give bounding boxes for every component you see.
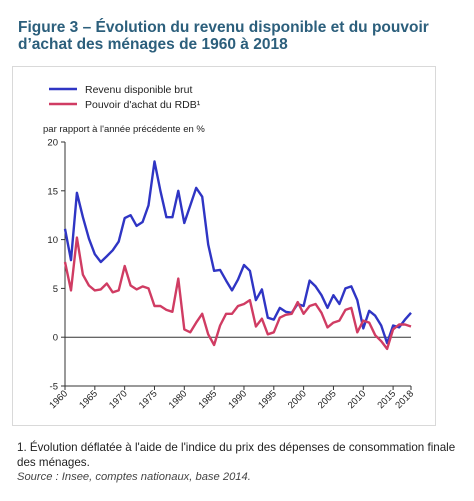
figure-title: Figure 3 – Évolution du revenu disponibl… <box>18 19 429 53</box>
x-tick-label: 2005 <box>316 388 339 411</box>
x-tick-label: 1995 <box>256 388 279 411</box>
x-tick-label: 2010 <box>346 388 369 411</box>
y-axis: -5 0 5 10 15 20 <box>47 138 65 393</box>
legend-label-series-1: Revenu disponible brut <box>85 84 192 96</box>
series-lines <box>63 160 412 351</box>
series-line-2 <box>63 236 412 351</box>
line-chart: Revenu disponible brut Pouvoir d'achat d… <box>43 84 416 411</box>
x-tick-label: 1985 <box>197 388 220 411</box>
x-tick-label: 1980 <box>167 388 190 411</box>
x-tick-label: 2015 <box>375 388 398 411</box>
x-tick-label: 1975 <box>137 388 160 411</box>
x-tick-label: 1990 <box>226 388 249 411</box>
source-note: Source : Insee, comptes nationaux, base … <box>17 471 251 483</box>
x-tick-label: 1965 <box>77 388 100 411</box>
y-tick-label: 10 <box>47 235 58 246</box>
footnote: 1. Évolution déflatée à l'aide de l'indi… <box>17 441 456 469</box>
x-tick-label: 2000 <box>286 388 309 411</box>
y-axis-label: par rapport à l'année précédente en % <box>43 124 205 135</box>
y-tick-label: 15 <box>47 186 58 197</box>
x-axis: 1960 1965 1970 1975 1980 1985 1990 1995 2000 2005… <box>47 386 416 411</box>
y-tick-label: 5 <box>53 284 58 295</box>
y-tick-label: 0 <box>53 333 58 344</box>
legend-label-series-2: Pouvoir d'achat du RDB¹ <box>85 99 201 111</box>
x-tick-label: 1970 <box>107 388 130 411</box>
y-tick-label: 20 <box>47 138 58 149</box>
y-tick-label: -5 <box>50 382 58 393</box>
x-tick-label: 2018 <box>393 388 416 411</box>
chart-legend: Revenu disponible brut Pouvoir d'achat d… <box>49 84 201 111</box>
chart-frame: Revenu disponible brut Pouvoir d'achat d… <box>12 66 436 426</box>
series-line-1 <box>63 160 412 345</box>
